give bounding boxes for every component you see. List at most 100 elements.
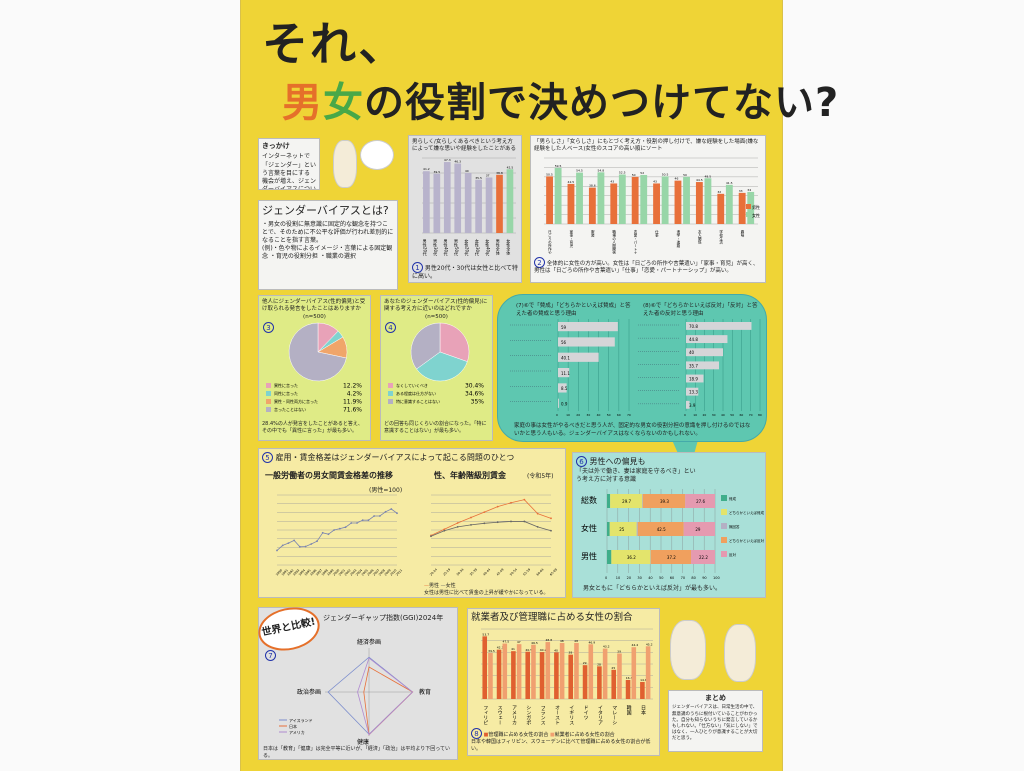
chart8-title: 就業者及び管理職に占める女性の割合 [471,612,633,623]
pie-slice [288,323,347,382]
bar-value-label: 11.1 [561,371,570,376]
data-point [510,520,512,523]
kikkake-heading: きっかけ [262,142,290,150]
category-label: 女性全体 [506,237,511,255]
tick-label: 50 [730,413,734,417]
x-tick-label: 1996 [309,568,317,576]
bar [653,183,660,224]
bar-value-label: 34 [747,188,751,192]
chart7-title: ジェンダーギャップ指数(GGI)2024年 [323,614,444,622]
data-point [396,512,398,515]
whatis-card: ジェンダーバイアスとは? ・男女の役割に無意識に固定的な観念を持つことで、そのた… [258,200,398,290]
bar [506,169,514,233]
bar-value-label: 48.8 [546,638,553,642]
chart1-caption: 男性20代・30代は女性と比べて特に高い。 [412,264,518,281]
x-tick-label: 1993 [292,568,300,576]
whatis-heading: ジェンダーバイアスとは? [262,204,389,217]
legend-label: 無回答 [729,524,740,529]
legend-swatch [266,399,271,405]
x-tick-label: 1990 [275,568,283,576]
bar-value-label: 44.8 [689,337,698,342]
slice-value: 71.6% [343,407,362,414]
category-label: 男性全体 [496,238,501,255]
bar [443,161,451,233]
bar [558,322,618,332]
legend-swatch [746,211,751,217]
category-label: イギリス [568,705,574,725]
slice-label: 異性・同性両方に言った [274,398,318,404]
bar [568,654,574,699]
girl-illustration [333,140,357,188]
legend-label: 男性 [752,204,760,210]
bar-value-label: 28 [597,662,601,666]
chart6-title: 男性への偏見も [589,457,646,466]
segment-value: 25 [619,527,625,532]
slice-label: ある程度は仕方がない [396,390,436,396]
bar-value-label: 38 [568,650,572,654]
bar [574,642,579,699]
bar-value-label: 38.8 [496,171,503,175]
child-illustration [724,624,756,682]
axis-label: 政治参画 [297,688,321,696]
tick-label: 0 [556,413,558,417]
bar [640,174,648,224]
tick-label: 20 [703,413,707,417]
bar [423,171,430,233]
reasons-right-title: (8)⑥で「どちらかといえば反対」「反対」と答えた者の反対と思う理由 [643,303,758,317]
bar [631,647,637,699]
tick-label: 40 [597,413,601,417]
bar-value-label: 37 [486,173,490,177]
reasons-left-title: (7)⑥で「賛成」「どちらかといえば賛成」と答えた者の賛成と思う理由 [516,303,631,317]
tick-label: 20 [576,413,580,417]
stacked-segment [609,522,637,536]
bar [588,644,594,699]
chart3-card: 他人にジェンダーバイアス(性的偏見)と受け取られる発言をしたことはありますか (… [258,295,371,441]
chart5-left-title: 一般労働者の男女間賃金格差の推移 [265,471,393,480]
data-point [304,545,307,548]
data-point [321,531,324,534]
slice-value: 11.9% [343,399,362,406]
data-point [350,522,353,524]
data-point [310,543,313,545]
category-label: 趣味 [740,229,745,238]
bar [482,636,488,699]
data-point [523,520,526,523]
category-label: 女性40代 [485,237,490,256]
bar [611,669,617,699]
bar [625,679,631,699]
bar-value-label: 38.6 [589,183,596,187]
slice-label: なくしていくべき [396,382,428,388]
tick-label: 70 [627,413,631,417]
bar-value-label: 43 [653,179,657,183]
bar-value-label: 53.7 [482,632,489,636]
tick-label: 60 [617,413,621,417]
chart4-caption: どの回答も同じくらいの割合になった。「特に意識することはない」が最も多い。 [384,421,487,435]
bar-value-label: 3.9 [689,403,696,408]
row-label: 男性 [581,551,597,561]
bar-value-label: 47.3 [444,158,451,162]
title-rest: の役割で決めつけてない? [364,80,840,126]
x-tick-label: 65-69 [549,567,558,576]
x-tick-label: 1999 [326,568,334,576]
bar [567,183,575,224]
bar [558,383,567,393]
bar [559,642,565,699]
stacked-segment [650,550,692,564]
bar [576,172,583,224]
category-label: 韓国 [626,704,632,716]
radar-series [357,657,414,736]
slice-value: 35% [471,399,485,406]
tick-label: 10 [566,413,570,417]
segment-value: 29 [695,527,701,532]
chart1-svg: 41.239.5 47.3 46.3 40 35.5 37 38.8 42.5 男性20代 男性3… [422,157,516,256]
x-tick-label: 2006 [366,568,374,576]
bar [545,641,551,699]
data-point [443,529,446,532]
bar [717,193,725,224]
bar [686,335,728,344]
bar-value-label: 46.3 [454,159,461,163]
chart4-n: (n=500) [425,313,448,320]
bar [597,666,602,699]
bar-value-label: 41.2 [423,167,430,171]
